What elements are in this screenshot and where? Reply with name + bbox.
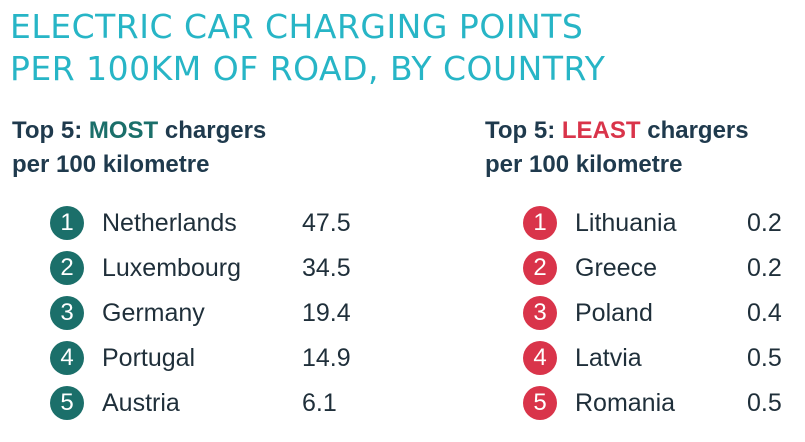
country-name: Poland bbox=[575, 299, 653, 327]
least-list: 1 Lithuania 0.2 2 Greece 0.2 3 Poland 0.… bbox=[485, 206, 805, 431]
country-name: Germany bbox=[102, 299, 205, 327]
list-item: 3 Poland 0.4 bbox=[485, 296, 805, 341]
charger-value: 14.9 bbox=[302, 344, 351, 372]
country-name: Portugal bbox=[102, 344, 196, 372]
list-item: 5 Romania 0.5 bbox=[485, 386, 805, 431]
title-line-1: ELECTRIC CAR CHARGING POINTS bbox=[10, 7, 584, 46]
charger-value: 0.4 bbox=[747, 299, 782, 327]
country-name: Luxembourg bbox=[102, 254, 241, 282]
most-heading-highlight: MOST bbox=[88, 117, 159, 144]
rank-badge: 5 bbox=[50, 386, 84, 420]
charger-value: 19.4 bbox=[302, 299, 351, 327]
list-item: 3 Germany 19.4 bbox=[12, 296, 351, 341]
most-chargers-panel: Top 5: MOST chargers per 100 kilometre 1… bbox=[12, 114, 351, 420]
least-heading: Top 5: LEAST chargers per 100 kilometre bbox=[485, 114, 805, 182]
rank-badge: 1 bbox=[523, 206, 557, 240]
least-heading-line-2: per 100 kilometre bbox=[485, 151, 683, 178]
charger-value: 0.2 bbox=[747, 209, 782, 237]
most-heading-prefix: Top 5: bbox=[12, 117, 89, 144]
most-heading-line-1: Top 5: MOST chargers bbox=[12, 114, 342, 148]
list-item: 4 Portugal 14.9 bbox=[12, 341, 351, 386]
least-chargers-panel: Top 5: LEAST chargers per 100 kilometre … bbox=[485, 114, 805, 420]
most-heading-line-2: per 100 kilometre bbox=[12, 151, 210, 178]
list-item: 5 Austria 6.1 bbox=[12, 386, 342, 431]
rank-badge: 2 bbox=[50, 251, 84, 285]
title-line-2: PER 100KM OF ROAD, BY COUNTRY bbox=[10, 49, 606, 88]
country-name: Netherlands bbox=[102, 209, 237, 237]
rank-badge: 4 bbox=[50, 341, 84, 375]
country-name: Romania bbox=[575, 389, 676, 417]
charger-value: 47.5 bbox=[302, 209, 351, 237]
least-heading-suffix: chargers bbox=[640, 117, 749, 144]
list-item: 1 Netherlands 47.5 bbox=[12, 206, 351, 251]
rank-badge: 4 bbox=[523, 341, 557, 375]
charger-value: 6.1 bbox=[302, 389, 337, 417]
country-name: Greece bbox=[575, 254, 657, 282]
list-item: 2 Greece 0.2 bbox=[485, 251, 805, 296]
rank-badge: 1 bbox=[50, 206, 84, 240]
charger-value: 0.5 bbox=[747, 389, 782, 417]
charger-value: 0.2 bbox=[747, 254, 782, 282]
most-list: 1 Netherlands 47.5 2 Luxembourg 34.5 3 G… bbox=[12, 206, 351, 431]
least-heading-line-1: Top 5: LEAST chargers bbox=[485, 114, 805, 148]
country-name: Latvia bbox=[575, 344, 642, 372]
list-item: 1 Lithuania 0.2 bbox=[485, 206, 805, 251]
least-heading-prefix: Top 5: bbox=[485, 117, 562, 144]
rank-badge: 3 bbox=[50, 296, 84, 330]
list-item: 2 Luxembourg 34.5 bbox=[12, 251, 351, 296]
country-name: Austria bbox=[102, 389, 180, 417]
rank-badge: 2 bbox=[523, 251, 557, 285]
most-heading: Top 5: MOST chargers per 100 kilometre bbox=[12, 114, 342, 182]
most-heading-suffix: chargers bbox=[158, 117, 267, 144]
page-title: ELECTRIC CAR CHARGING POINTS PER 100KM O… bbox=[10, 6, 605, 90]
rank-badge: 5 bbox=[523, 386, 557, 420]
charger-value: 0.5 bbox=[747, 344, 782, 372]
country-name: Lithuania bbox=[575, 209, 677, 237]
list-item: 4 Latvia 0.5 bbox=[485, 341, 805, 386]
least-heading-highlight: LEAST bbox=[561, 117, 641, 144]
rank-badge: 3 bbox=[523, 296, 557, 330]
charger-value: 34.5 bbox=[302, 254, 351, 282]
